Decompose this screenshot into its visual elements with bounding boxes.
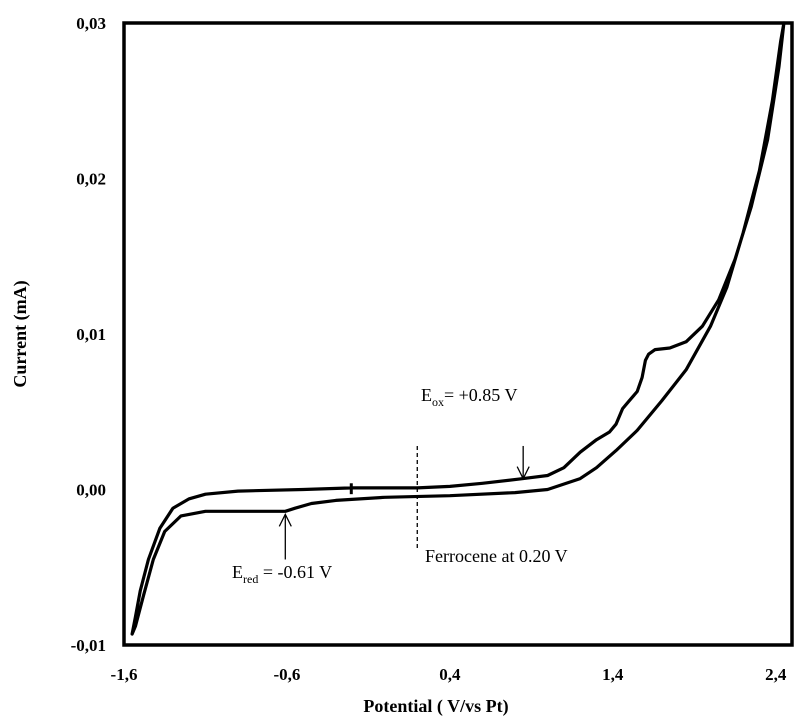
x-tick-labels: -1,6 -0,6 0,4 1,4 2,4 [111,665,787,684]
x-tick-label: 2,4 [765,665,787,684]
ered-label: Ered = -0.61 V [232,562,332,586]
ferrocene-label: Ferrocene at 0.20 V [425,546,568,566]
y-tick-label: -0,01 [71,636,106,655]
x-axis-title: Potential ( V/vs Pt) [363,696,508,717]
annotation-layer: Eox= +0.85 V Ered = -0.61 V Ferrocene at 0… [232,385,568,586]
plot-frame [122,21,794,647]
y-tick-label: 0,03 [76,14,106,33]
x-tick-label: 1,4 [602,665,624,684]
x-tick-label: -0,6 [273,665,300,684]
series-layer [130,21,786,636]
ered-arrow-head [278,512,292,527]
x-tick-label: 0,4 [439,665,461,684]
x-tick-label: -1,6 [111,665,138,684]
y-axis-title: Current (mA) [10,280,31,387]
y-tick-label: 0,00 [76,481,106,500]
eox-arrow-head [516,466,530,481]
y-tick-label: 0,02 [76,170,106,189]
y-tick-label: 0,01 [76,325,106,344]
cv-curve [130,21,786,636]
y-tick-labels: -0,01 0,00 0,01 0,02 0,03 [71,14,106,655]
eox-label: Eox= +0.85 V [421,385,517,409]
